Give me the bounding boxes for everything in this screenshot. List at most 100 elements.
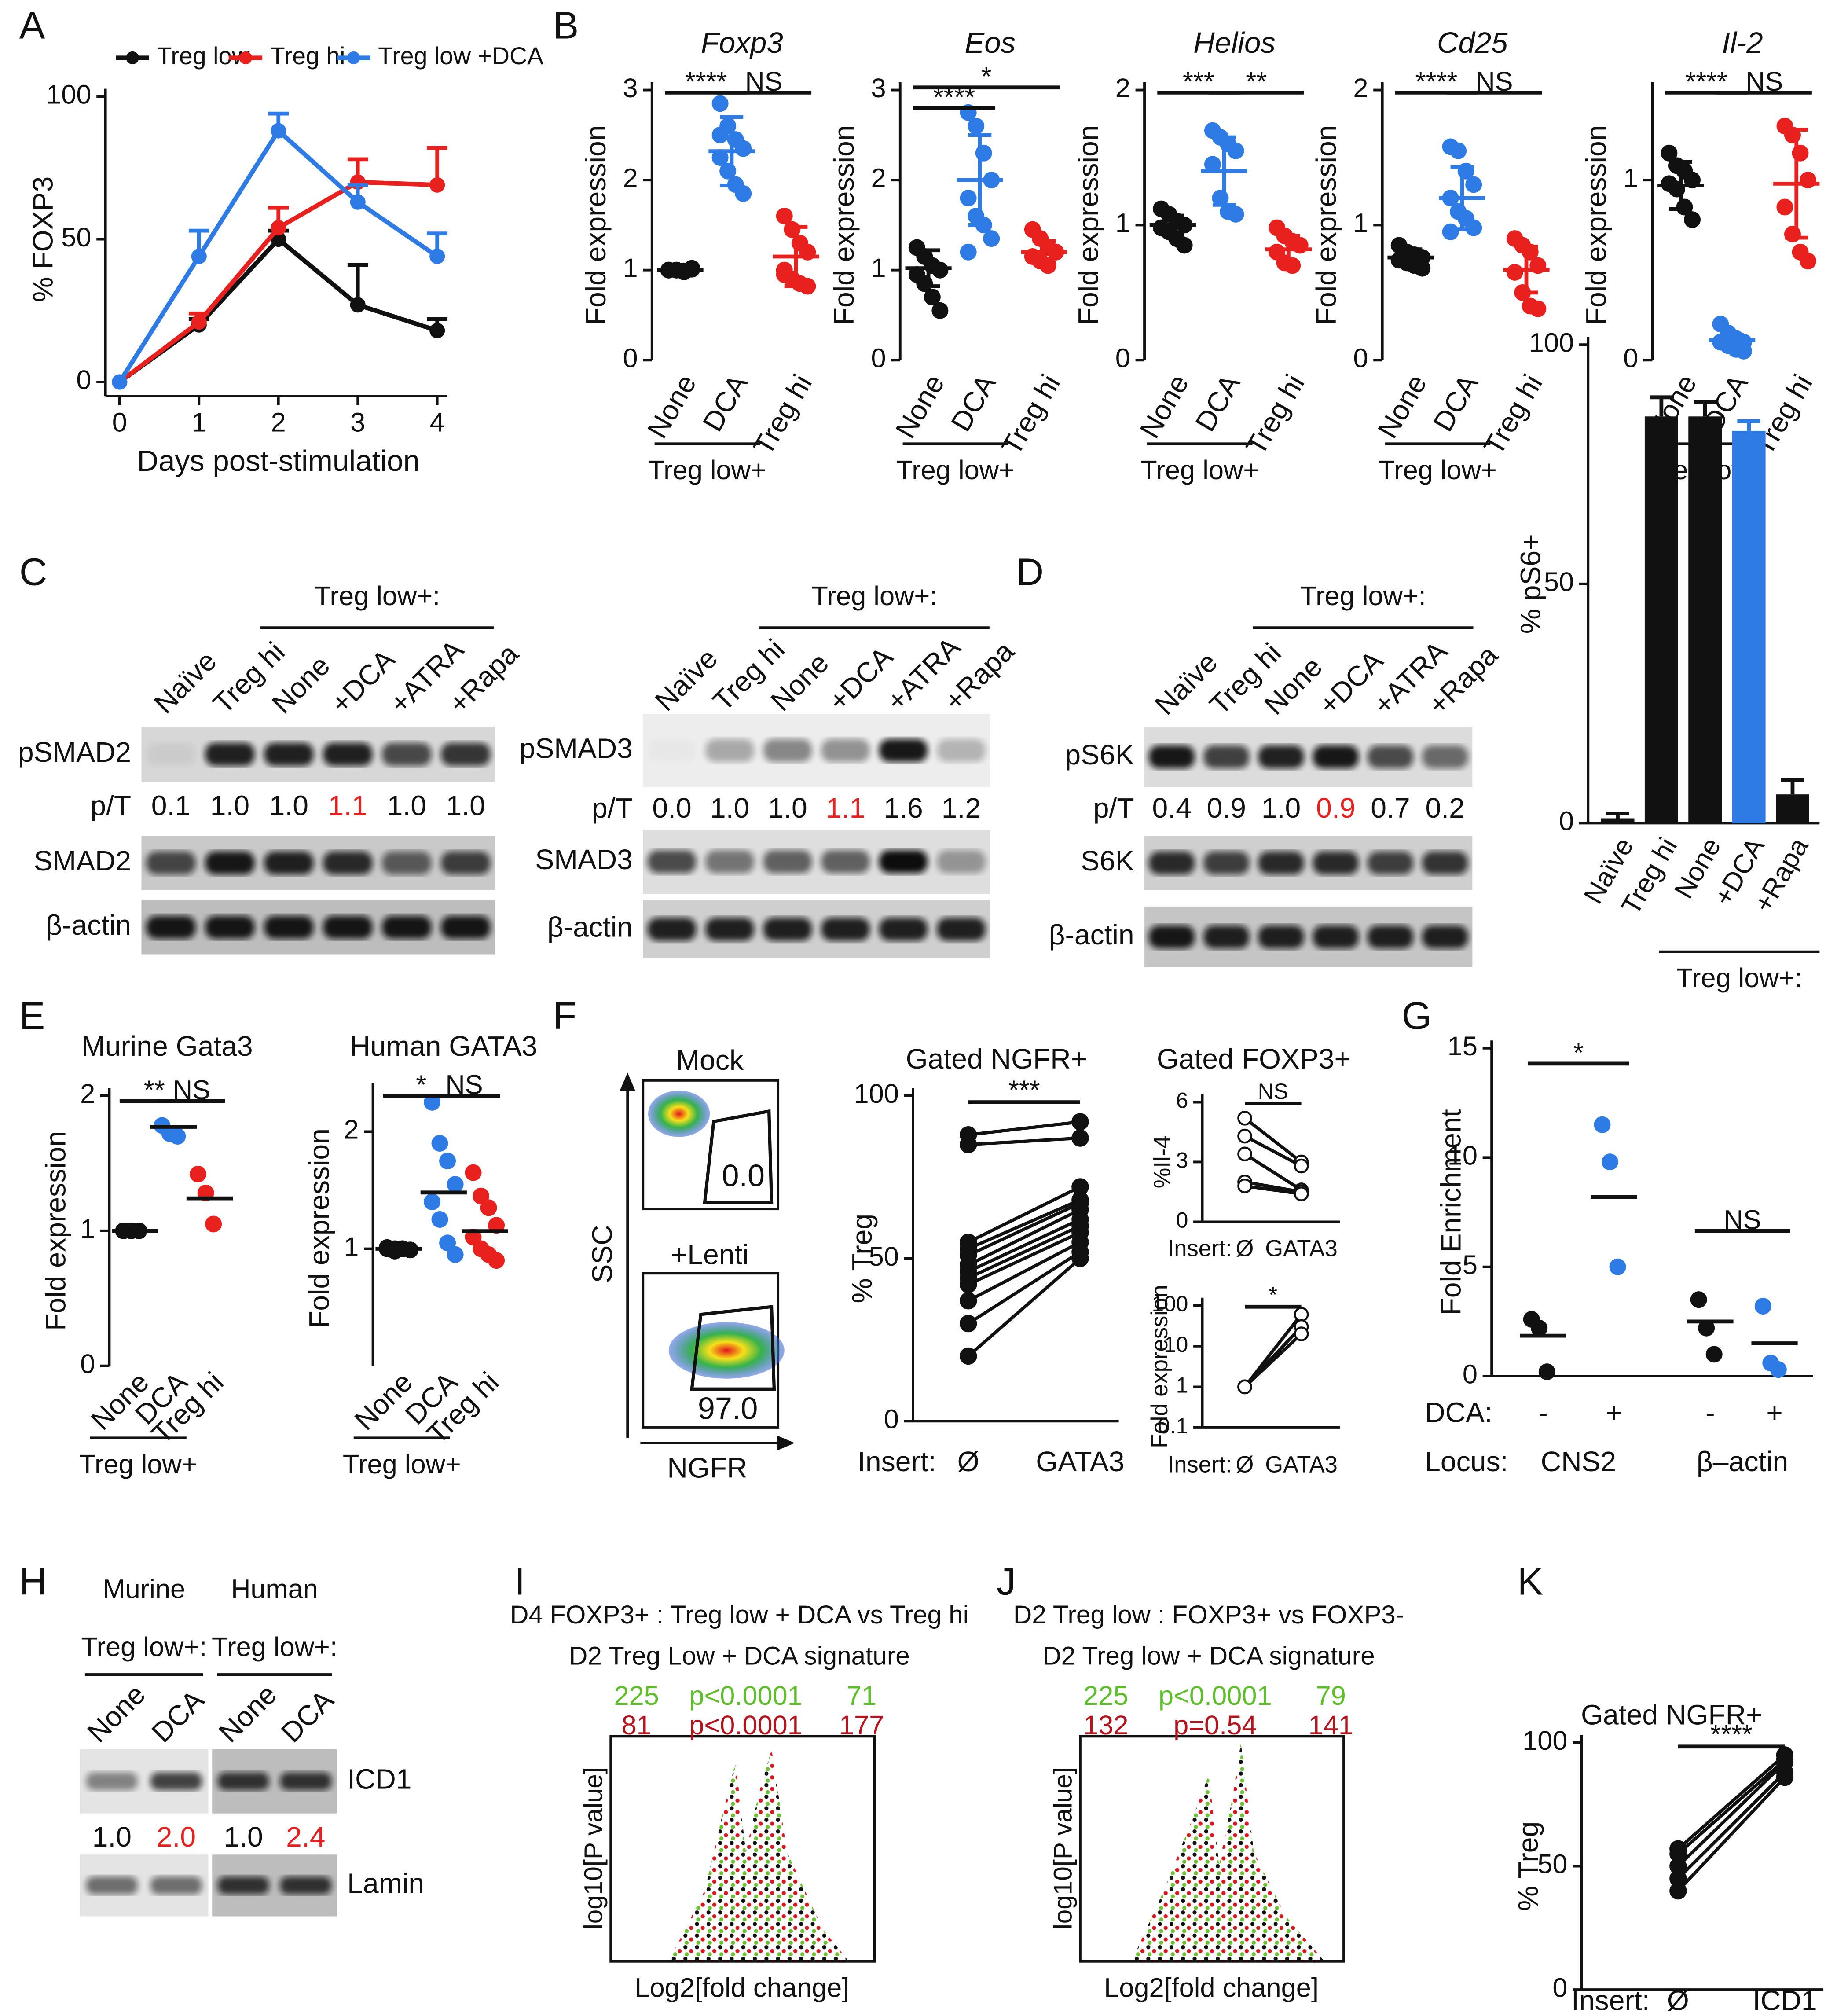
category-label: Ø bbox=[957, 1446, 979, 1477]
pair-line bbox=[1244, 1184, 1302, 1196]
pair-line bbox=[967, 1257, 1082, 1358]
y-tick-label: 0.1 bbox=[1158, 1414, 1188, 1438]
band bbox=[705, 850, 754, 874]
category-label: Treg hi bbox=[1478, 369, 1548, 460]
point bbox=[1661, 144, 1678, 162]
ratio: 0.9 bbox=[1207, 792, 1246, 824]
point bbox=[960, 243, 977, 261]
panel-label: D bbox=[1016, 551, 1044, 594]
category-label: GATA3 bbox=[1265, 1452, 1338, 1478]
y-tick-label: 100 bbox=[1529, 327, 1574, 358]
y-tick-label: 0 bbox=[1559, 806, 1574, 837]
point bbox=[1294, 1158, 1309, 1174]
point bbox=[1237, 1179, 1252, 1193]
point bbox=[1800, 253, 1817, 270]
band bbox=[382, 742, 432, 766]
lane-label: None bbox=[81, 1678, 151, 1749]
band bbox=[382, 851, 432, 875]
y-axis-label: Fold expression bbox=[304, 1128, 335, 1328]
legend-dot bbox=[239, 51, 252, 65]
point bbox=[1669, 1882, 1687, 1900]
band bbox=[879, 918, 928, 941]
band bbox=[150, 1876, 202, 1895]
y-tick-label: 6 bbox=[1176, 1088, 1188, 1113]
flow-title: Mock bbox=[676, 1044, 744, 1076]
band bbox=[763, 850, 812, 874]
point bbox=[1776, 198, 1793, 216]
band bbox=[705, 738, 754, 762]
gate bbox=[703, 1109, 774, 1204]
point bbox=[1506, 264, 1523, 281]
band bbox=[146, 851, 196, 875]
chart-title: Helios bbox=[1193, 26, 1276, 59]
y-axis-label: % Treg bbox=[1512, 1821, 1544, 1911]
flow-title: +Lenti bbox=[671, 1238, 749, 1270]
bar bbox=[1775, 794, 1809, 823]
point bbox=[271, 123, 286, 139]
band bbox=[440, 742, 491, 766]
ratio: 2.0 bbox=[157, 1821, 196, 1853]
band bbox=[323, 915, 373, 939]
point bbox=[1609, 1258, 1626, 1275]
arrowhead bbox=[777, 1435, 795, 1451]
sig-label: NS bbox=[1723, 1205, 1761, 1235]
point bbox=[423, 1094, 440, 1111]
category-label: Treg hi bbox=[747, 369, 818, 460]
y-tick-label: 2 bbox=[1115, 73, 1130, 103]
point bbox=[1204, 156, 1221, 173]
point bbox=[1800, 172, 1817, 189]
sig-label: **** bbox=[1710, 1719, 1753, 1750]
category-label: DCA bbox=[1427, 369, 1484, 437]
band bbox=[937, 850, 986, 874]
y-tick-label: 3 bbox=[623, 73, 638, 103]
point bbox=[169, 1128, 186, 1145]
ratio: 0.9 bbox=[1316, 792, 1355, 824]
category-label: ICD1 bbox=[1753, 1984, 1817, 2016]
panel-label: J bbox=[997, 1560, 1016, 1603]
band bbox=[937, 918, 986, 941]
y-tick-label: 0 bbox=[1623, 343, 1638, 374]
band bbox=[1148, 851, 1195, 875]
band bbox=[1203, 925, 1250, 949]
ratio-label: p/T bbox=[90, 790, 131, 821]
volcano-count: p<0.0001 bbox=[689, 1710, 803, 1741]
locus-label: β–actin bbox=[1697, 1446, 1789, 1477]
point bbox=[1227, 206, 1244, 223]
flow-decor bbox=[620, 1072, 795, 1451]
ratio: 1.1 bbox=[328, 790, 367, 821]
band bbox=[648, 739, 696, 762]
pair-line bbox=[967, 1241, 1081, 1303]
band bbox=[647, 918, 697, 941]
y-tick-label: 50 bbox=[869, 1241, 899, 1272]
ratio: 1.1 bbox=[826, 792, 865, 824]
point bbox=[271, 220, 286, 236]
point bbox=[1237, 1146, 1252, 1162]
row-label: S6K bbox=[1081, 845, 1134, 877]
prefix-label: Insert: bbox=[858, 1446, 936, 1477]
flow-cloud bbox=[648, 1091, 710, 1137]
point bbox=[1294, 1307, 1309, 1322]
y-tick-label: 0 bbox=[1552, 1972, 1567, 2003]
group-label: Treg low+ bbox=[79, 1449, 198, 1480]
pair-line bbox=[1677, 1761, 1786, 1868]
sig-label: NS bbox=[745, 66, 782, 97]
point bbox=[776, 266, 793, 283]
volcano-y-label: log10[P value] bbox=[579, 1767, 608, 1929]
blot-header: Treg low+: bbox=[314, 581, 440, 611]
blot-background bbox=[141, 836, 495, 890]
group-label: Treg low+ bbox=[648, 455, 766, 485]
category-label: - bbox=[1538, 1397, 1547, 1428]
point bbox=[959, 1126, 977, 1144]
y-tick-label: 2 bbox=[623, 163, 638, 193]
category-label: DCA bbox=[1189, 369, 1246, 437]
volcano-count: 225 bbox=[614, 1681, 659, 1711]
band bbox=[1367, 851, 1414, 875]
point bbox=[1698, 1319, 1715, 1337]
y-tick-label: 50 bbox=[1544, 567, 1574, 597]
pair-line bbox=[968, 1120, 1081, 1137]
panel-label: B bbox=[553, 4, 579, 47]
point bbox=[423, 1193, 440, 1211]
point bbox=[1071, 1129, 1089, 1147]
lane-label: Naïve bbox=[148, 645, 223, 720]
